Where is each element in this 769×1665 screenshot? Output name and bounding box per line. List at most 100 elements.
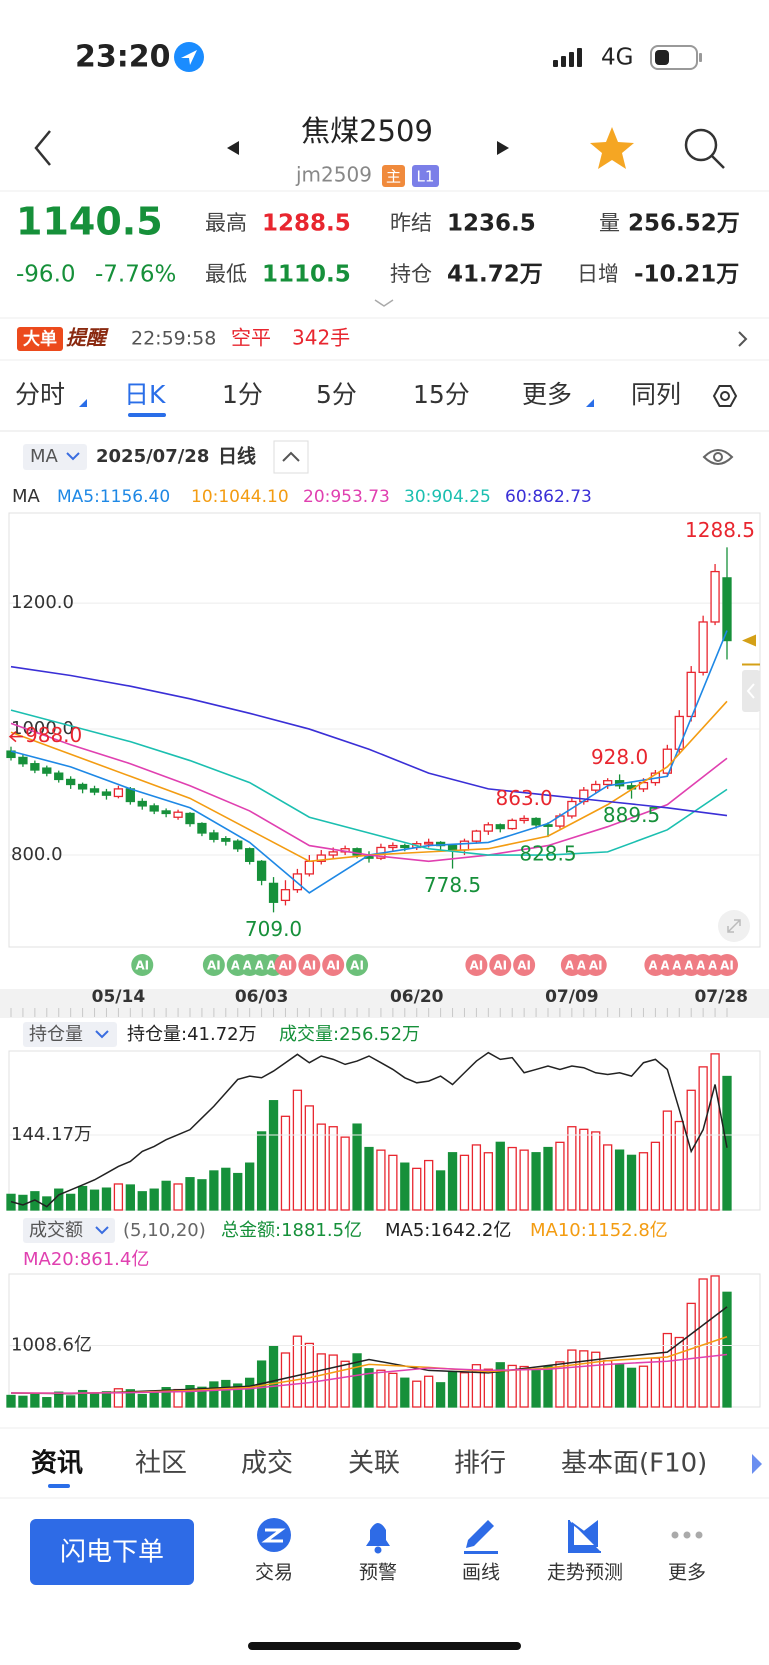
low-label: 828.5 — [519, 842, 576, 866]
back-button[interactable] — [34, 130, 51, 166]
favorite-star[interactable] — [590, 127, 634, 169]
candle-body — [137, 800, 147, 807]
alert-amount: 342手 — [292, 326, 350, 350]
turnover-bar — [447, 1370, 458, 1408]
volume-bar — [352, 1123, 362, 1211]
info-tab[interactable]: 基本面(F10) — [561, 1449, 707, 1479]
action-label[interactable]: 走势预测 — [547, 1562, 623, 1584]
volume-bar — [245, 1162, 255, 1211]
candle-body — [507, 819, 517, 830]
turnover-bar — [113, 1388, 124, 1408]
info-tab[interactable]: 成交 — [241, 1449, 293, 1479]
turnover-ma-legend: MA10:1152.8亿 — [530, 1220, 668, 1241]
period-tab[interactable]: 15分 — [413, 380, 470, 409]
info-tab[interactable]: 关联 — [348, 1449, 400, 1479]
turnover-bar — [364, 1368, 374, 1408]
expand-quote[interactable] — [374, 299, 394, 307]
candle-body — [722, 577, 732, 642]
turnover-bar — [603, 1360, 613, 1408]
info-tab[interactable]: 资讯 — [31, 1449, 83, 1479]
volume-bar — [268, 1100, 279, 1211]
volume-bar — [113, 1183, 124, 1211]
volume-bar — [292, 1089, 303, 1211]
y-tick-label: 800.0 — [11, 844, 63, 865]
volume-bar — [650, 1141, 661, 1211]
side-panel-tab[interactable] — [742, 670, 760, 712]
volume-bar — [722, 1075, 732, 1211]
volume-bar — [89, 1189, 100, 1211]
period-tab[interactable]: 分时 — [15, 380, 65, 409]
turnover-menu-bg[interactable] — [23, 1218, 115, 1243]
volume-bar — [471, 1144, 482, 1211]
turnover-bar — [471, 1364, 482, 1408]
info-tab[interactable]: 社区 — [135, 1449, 187, 1479]
field-label: 日增 — [577, 262, 619, 286]
more-icon — [671, 1531, 703, 1539]
info-tab[interactable]: 排行 — [454, 1449, 506, 1479]
battery — [650, 45, 698, 70]
ai-marker — [322, 954, 345, 976]
tabs-scroll[interactable] — [752, 1454, 762, 1474]
indicator-menu[interactable] — [23, 444, 87, 470]
action-label[interactable]: 画线 — [462, 1562, 500, 1584]
action-label[interactable]: 预警 — [359, 1562, 397, 1584]
field-label: 昨结 — [390, 211, 432, 235]
side-panel-caret — [746, 683, 755, 699]
trade-glyph — [261, 1528, 286, 1543]
candle-body — [30, 763, 40, 771]
visibility-toggle[interactable] — [702, 449, 734, 465]
field-label: 量 — [599, 211, 620, 235]
turnover-caret — [95, 1226, 109, 1235]
candle-body — [161, 810, 171, 815]
field-value: 1236.5 — [447, 211, 536, 237]
location-arrow — [181, 50, 197, 65]
candle-body — [328, 851, 338, 856]
turnover-bar — [650, 1357, 661, 1408]
period-tab[interactable]: 更多 — [522, 380, 572, 409]
forecast-icon — [568, 1519, 601, 1553]
candle-body — [591, 783, 601, 791]
ma-legend: 30:904.25 — [404, 487, 491, 507]
ai-label: AI — [135, 959, 149, 973]
y-tick-label: 144.17万 — [11, 1124, 92, 1145]
volume-bar — [519, 1149, 529, 1211]
turnover-ma-line — [10, 1353, 728, 1394]
ma-legend: 10:1044.10 — [191, 487, 289, 507]
alert-more[interactable] — [738, 331, 748, 347]
candle-body — [221, 838, 231, 842]
ma-line — [10, 709, 728, 856]
volume-menu-bg[interactable] — [23, 1022, 117, 1047]
collapse-button[interactable] — [273, 440, 309, 474]
alert-time: 22:59:58 — [131, 328, 216, 350]
search-button[interactable] — [684, 128, 718, 162]
period-tab[interactable]: 5分 — [316, 380, 357, 409]
ai-marker — [489, 954, 512, 976]
turnover-bar — [328, 1354, 338, 1408]
turnover-bar — [268, 1345, 279, 1408]
turnover-bar — [674, 1336, 684, 1408]
status-time: 23:20 — [75, 40, 171, 75]
action-label[interactable]: 交易 — [255, 1562, 293, 1584]
contract-title: 焦煤2509 — [301, 114, 433, 148]
action-label[interactable]: 更多 — [668, 1562, 706, 1584]
ai-marker — [298, 954, 321, 976]
settings-dot — [720, 391, 730, 401]
price-panel — [8, 512, 761, 948]
ai-label: AI — [302, 959, 316, 973]
period-tab[interactable]: 日K — [124, 380, 166, 409]
quick-order-button[interactable] — [30, 1519, 194, 1585]
period-tab[interactable]: 1分 — [222, 380, 263, 409]
edge-label: 988.0 — [25, 723, 82, 747]
prev-contract[interactable] — [227, 141, 239, 155]
period-tab[interactable]: 同列 — [631, 380, 681, 409]
volume-bar — [459, 1154, 470, 1211]
settings-icon[interactable] — [712, 385, 738, 407]
candle-body — [662, 748, 672, 774]
high-label: 863.0 — [496, 786, 553, 810]
volume-bar — [328, 1126, 338, 1211]
date-label: 06/03 — [235, 987, 289, 1007]
indicator-name: MA — [30, 446, 59, 467]
next-contract[interactable] — [497, 141, 509, 155]
volume-bar — [483, 1152, 493, 1211]
turnover-bar — [698, 1278, 708, 1408]
